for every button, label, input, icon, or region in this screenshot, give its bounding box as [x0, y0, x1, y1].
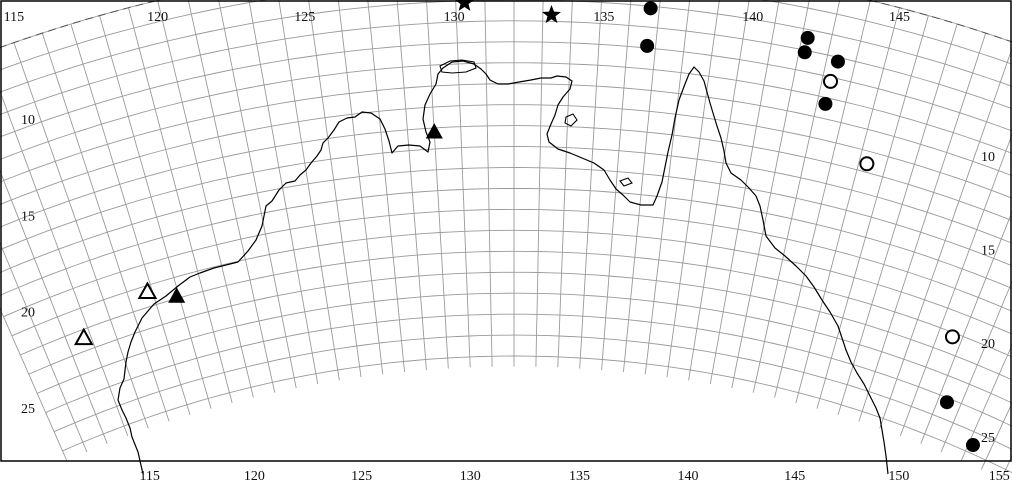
filled-circle-marker — [798, 45, 812, 59]
left-latitude-label: 20 — [21, 306, 35, 321]
bottom-longitude-label: 130 — [460, 469, 481, 484]
right-latitude-label: 10 — [981, 150, 995, 165]
filled-circle-marker — [644, 1, 658, 15]
top-longitude-label: 120 — [147, 10, 168, 25]
top-longitude-label: 135 — [593, 10, 614, 25]
top-longitude-label: 115 — [4, 10, 24, 25]
top-longitude-label: 125 — [294, 10, 315, 25]
filled-circle-marker — [640, 39, 654, 53]
filled-circle-marker — [818, 97, 832, 111]
bottom-longitude-label: 140 — [678, 469, 699, 484]
bottom-longitude-label: 115 — [139, 469, 159, 484]
left-latitude-label: 25 — [21, 402, 35, 417]
filled-circle-marker — [966, 438, 980, 452]
open-circle-marker — [860, 157, 873, 170]
top-longitude-label: 140 — [742, 10, 763, 25]
right-latitude-label: 25 — [981, 431, 995, 446]
top-longitude-label: 130 — [444, 10, 465, 25]
left-latitude-label: 15 — [21, 209, 35, 224]
bottom-longitude-label: 120 — [244, 469, 265, 484]
filled-circle-marker — [831, 55, 845, 69]
filled-circle-marker — [801, 31, 815, 45]
bottom-longitude-label: 145 — [784, 469, 805, 484]
bottom-longitude-label: 150 — [888, 469, 909, 484]
right-latitude-label: 15 — [981, 244, 995, 259]
open-circle-marker — [946, 330, 959, 343]
open-circle-marker — [824, 75, 837, 88]
left-latitude-label: 10 — [21, 113, 35, 128]
bottom-longitude-label: 155 — [989, 469, 1010, 484]
bottom-longitude-label: 125 — [351, 469, 372, 484]
bottom-longitude-label: 135 — [569, 469, 590, 484]
right-latitude-label: 20 — [981, 337, 995, 352]
top-longitude-label: 145 — [889, 10, 910, 25]
filled-circle-marker — [940, 395, 954, 409]
